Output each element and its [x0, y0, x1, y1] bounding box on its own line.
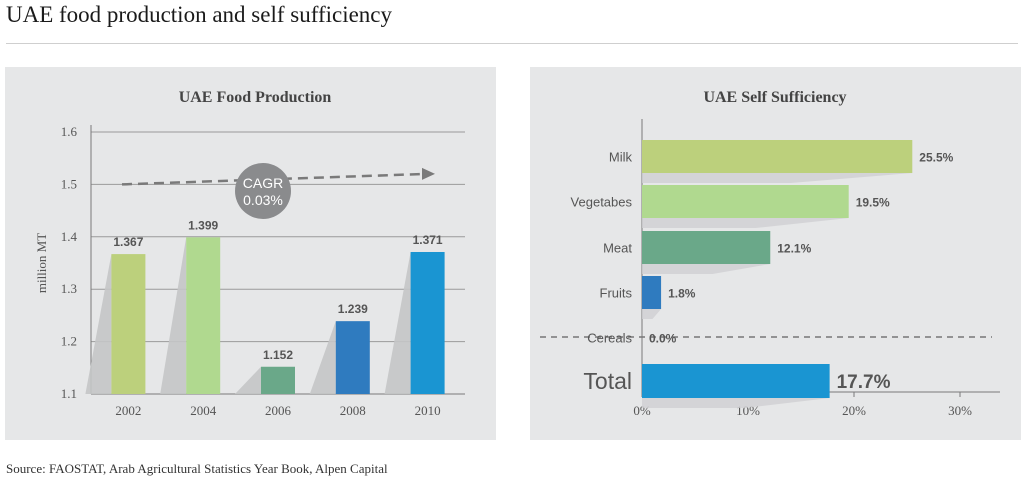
- x-tick-label: 2002: [115, 403, 141, 418]
- cagr-label: CAGR: [243, 175, 283, 191]
- x-tick-label: 2010: [415, 403, 441, 418]
- x-tick-label: 2006: [265, 403, 292, 418]
- bar-shadow: [235, 366, 261, 394]
- self-sufficiency-panel: UAE Self Sufficiency 0% 10% 20% 30% Milk 25.5%…: [530, 67, 1021, 440]
- chart-title: UAE Self Sufficiency: [703, 89, 846, 106]
- bar: [642, 231, 771, 264]
- trend-arrowhead: [422, 167, 435, 180]
- title-divider: [6, 43, 1018, 44]
- bar: [261, 366, 295, 394]
- bar-shadow: [642, 309, 662, 319]
- data-label: 1.399: [188, 218, 218, 232]
- y-axis-label: million MT: [34, 233, 49, 293]
- bar-shadow: [85, 254, 112, 394]
- x-tick-label: 2008: [340, 403, 366, 418]
- category-label: Cereals: [587, 331, 632, 346]
- bar: [642, 185, 849, 218]
- bar-shadow: [160, 237, 187, 394]
- data-label: 1.8%: [668, 287, 696, 301]
- page-title: UAE food production and self sufficiency: [6, 2, 393, 27]
- data-label: 0.0%: [649, 332, 677, 346]
- x-tick-label: 20%: [842, 403, 866, 418]
- bar: [335, 321, 370, 394]
- bar-shadow: [642, 218, 849, 228]
- food-production-panel: UAE Food Production 1.1 1.2 1.3 1.4 1.5 1.6 mil…: [5, 67, 496, 440]
- bar-shadow: [642, 398, 830, 408]
- data-label: 1.152: [263, 348, 293, 362]
- bar: [642, 140, 913, 173]
- category-label: Vegetabes: [571, 195, 633, 210]
- bar-shadow: [642, 264, 771, 274]
- bar: [111, 254, 146, 394]
- data-label: 1.367: [113, 235, 143, 249]
- bar-shadow: [384, 251, 411, 394]
- bar: [186, 237, 221, 394]
- cagr-badge: [235, 163, 291, 219]
- y-tick-label: 1.5: [61, 176, 77, 191]
- source-note: Source: FAOSTAT, Arab Agricultural Stati…: [6, 461, 388, 476]
- y-tick-label: 1.3: [61, 281, 77, 296]
- food-production-chart: UAE Food Production 1.1 1.2 1.3 1.4 1.5 1.6 mil…: [34, 89, 465, 418]
- x-tick-label: 2004: [190, 403, 217, 418]
- category-label: Milk: [609, 150, 633, 165]
- y-tick-label: 1.6: [61, 124, 78, 139]
- data-label: 1.371: [413, 233, 443, 247]
- data-label: 12.1%: [777, 242, 811, 256]
- data-label: 25.5%: [919, 151, 953, 165]
- data-label: 19.5%: [856, 196, 890, 210]
- x-tick-label: 30%: [948, 403, 972, 418]
- category-label: Fruits: [600, 286, 633, 301]
- y-tick-label: 1.2: [61, 334, 77, 349]
- category-label: Total: [583, 368, 632, 394]
- bar: [410, 251, 445, 394]
- y-tick-label: 1.4: [61, 229, 78, 244]
- category-label: Meat: [603, 241, 632, 256]
- y-tick-label: 1.1: [61, 386, 77, 401]
- bar: [642, 276, 662, 309]
- chart-title: UAE Food Production: [179, 89, 332, 106]
- bar: [642, 364, 830, 398]
- data-label: 1.239: [338, 302, 368, 316]
- bar-shadow: [309, 321, 336, 394]
- data-label: 17.7%: [837, 372, 891, 393]
- cagr-value: 0.03%: [243, 192, 283, 208]
- bar-shadow: [642, 173, 913, 183]
